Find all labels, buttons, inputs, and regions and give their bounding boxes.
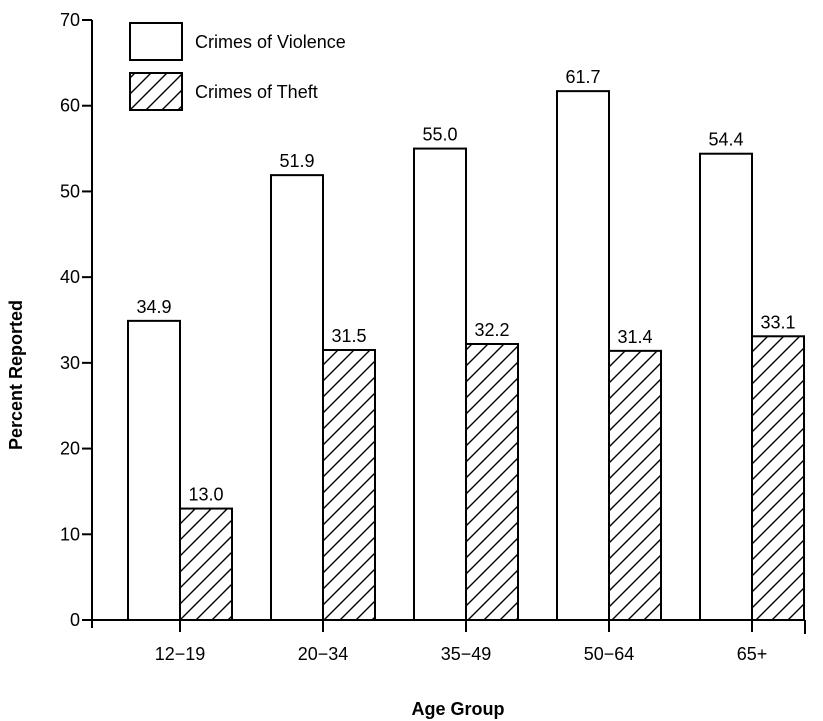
x-tick-label: 35−49 <box>441 644 492 664</box>
x-tick-label: 50−64 <box>584 644 635 664</box>
x-axis: 12−19 20−34 35−49 50−64 65+ <box>92 619 806 664</box>
bar-theft <box>608 349 662 621</box>
y-tick-label: 10 <box>60 524 80 544</box>
data-labels: 34.9 51.9 55.0 61.7 54.4 13.0 31.5 32.2 31.4 33.1 <box>136 67 795 504</box>
data-label: 13.0 <box>188 485 223 505</box>
bar-theft <box>751 335 805 621</box>
bar-theft <box>465 343 519 621</box>
legend-swatch-theft <box>129 72 183 111</box>
bar-violence <box>270 174 324 621</box>
bar-theft <box>179 507 233 622</box>
data-label: 61.7 <box>565 67 600 87</box>
y-tick-label: 20 <box>60 439 80 459</box>
x-tick-label: 65+ <box>737 644 768 664</box>
y-tick-label: 30 <box>60 353 80 373</box>
y-tick-label: 0 <box>70 610 80 630</box>
data-label: 55.0 <box>422 125 457 145</box>
bar-violence <box>699 152 753 621</box>
legend-label-theft: Crimes of Theft <box>195 82 318 102</box>
data-label: 51.9 <box>279 151 314 171</box>
legend-swatch-violence <box>129 22 183 61</box>
y-tick-label: 50 <box>60 181 80 201</box>
x-tick-label: 12−19 <box>155 644 206 664</box>
data-label: 33.1 <box>760 312 795 332</box>
legend-label-violence: Crimes of Violence <box>195 32 346 52</box>
bar-violence <box>127 319 181 621</box>
bar-violence <box>413 147 467 621</box>
y-tick-label: 60 <box>60 96 80 116</box>
data-label: 54.4 <box>708 130 743 150</box>
data-label: 31.4 <box>617 327 652 347</box>
y-axis: 0 10 20 30 40 50 60 70 <box>60 10 93 630</box>
legend: Crimes of Violence Crimes of Theft <box>129 22 346 111</box>
y-tick-label: 40 <box>60 267 80 287</box>
bar-violence <box>556 90 610 621</box>
data-label: 34.9 <box>136 297 171 317</box>
data-label: 32.2 <box>474 320 509 340</box>
y-axis-title: Percent Reported <box>6 300 26 450</box>
data-label: 31.5 <box>331 326 366 346</box>
bars <box>127 90 805 622</box>
y-tick-label: 70 <box>60 10 80 30</box>
bar-theft <box>322 349 376 621</box>
x-tick-label: 20−34 <box>298 644 349 664</box>
x-axis-title: Age Group <box>412 699 505 719</box>
